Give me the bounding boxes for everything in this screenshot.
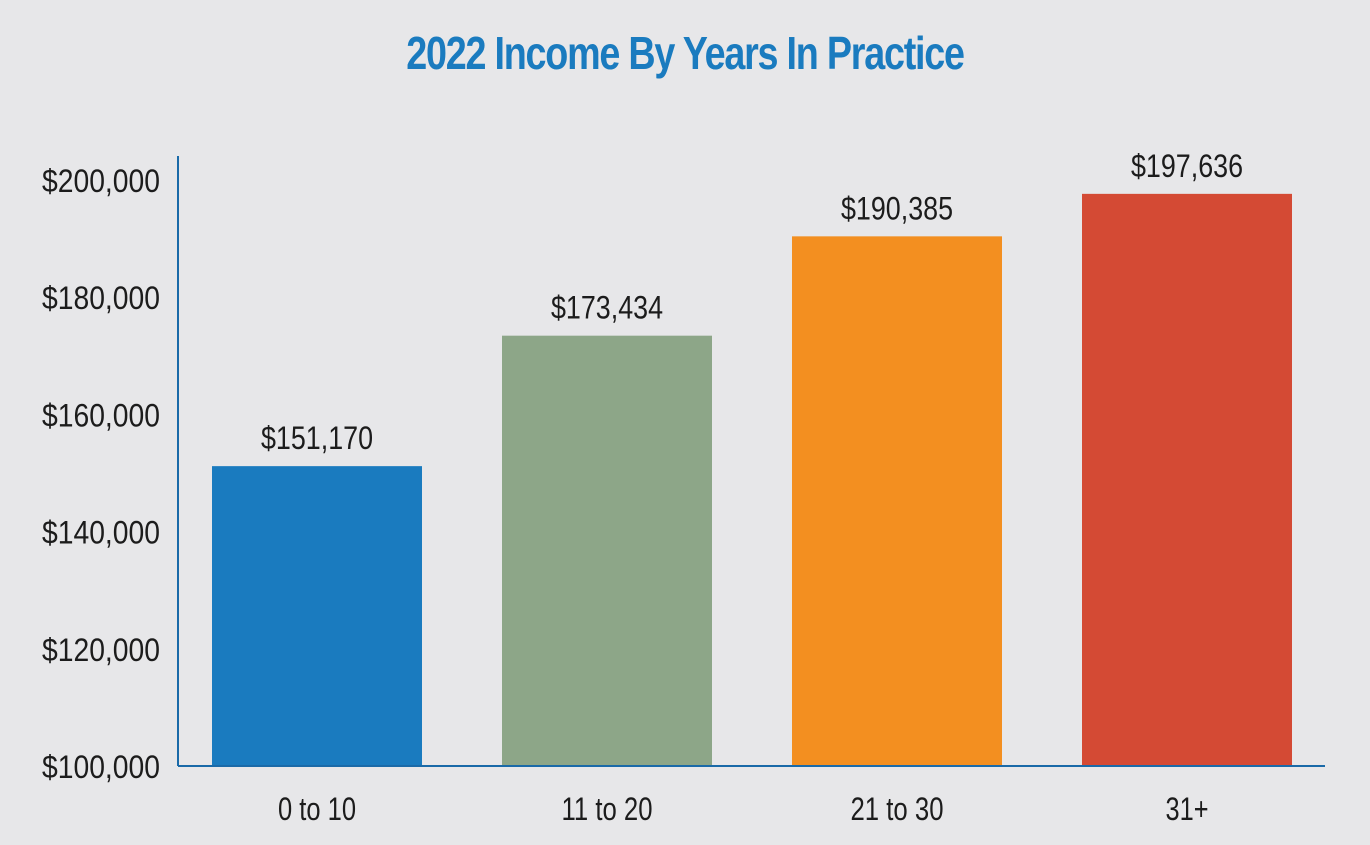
x-tick-label: 31+ <box>1166 791 1209 827</box>
bar <box>792 236 1002 767</box>
bar <box>212 466 422 766</box>
y-tick-label: $100,000 <box>42 749 160 785</box>
y-tick-label: $120,000 <box>42 632 160 668</box>
y-tick-label: $200,000 <box>42 163 160 199</box>
x-tick-label: 11 to 20 <box>562 791 653 827</box>
bar <box>1082 193 1292 767</box>
value-labels-group: $151,170 $173,434 $190,385 $197,636 <box>261 148 1243 456</box>
bar-value-label: $190,385 <box>841 190 953 226</box>
y-tick-label: $140,000 <box>42 515 160 551</box>
y-axis-tick-labels: $100,000 $120,000 $140,000 $160,000 $180,000… <box>42 163 160 785</box>
y-tick-label: $180,000 <box>42 280 160 316</box>
x-axis-tick-labels: 0 to 10 11 to 20 21 to 30 31+ <box>278 791 1209 827</box>
bar-value-label: $151,170 <box>261 420 373 456</box>
x-tick-label: 0 to 10 <box>278 791 356 827</box>
bar <box>502 335 712 766</box>
bar-value-label: $173,434 <box>551 290 663 326</box>
x-tick-label: 21 to 30 <box>851 791 944 827</box>
bar-value-label: $197,636 <box>1131 148 1243 184</box>
bars-group <box>212 193 1292 767</box>
chart-title: 2022 Income By Years In Practice <box>406 27 965 79</box>
y-tick-label: $160,000 <box>42 397 160 433</box>
